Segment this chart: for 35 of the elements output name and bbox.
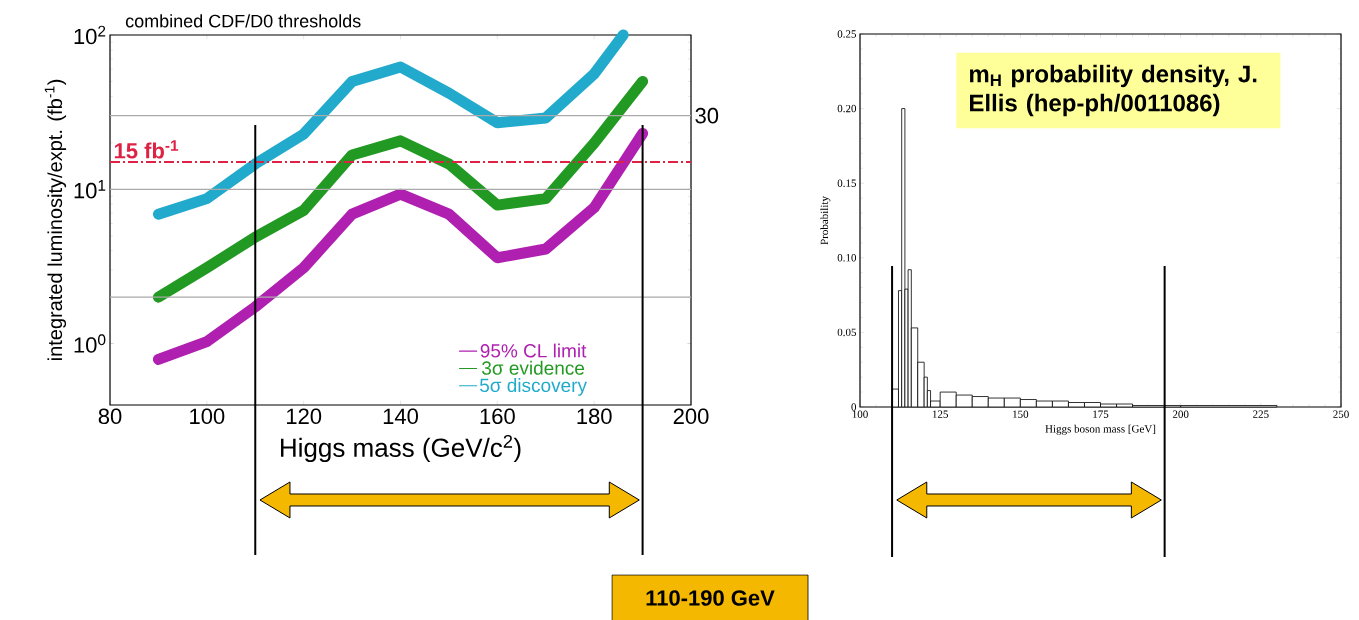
ref-line-label: 30	[695, 107, 719, 124]
x-tick-label: 175	[1093, 410, 1109, 418]
x-tick-label: 200	[1172, 410, 1189, 418]
legend-label: 5σ discovery	[479, 378, 587, 396]
x-tick-label: 125	[932, 410, 948, 418]
y-tick-label: 0.25	[837, 30, 857, 38]
x-tick-label: 225	[1253, 410, 1269, 418]
x-tick-label: 250	[1333, 410, 1349, 418]
chart-title: combined CDF/D0 thresholds	[125, 14, 361, 28]
y-tick-label: 0.05	[837, 328, 857, 337]
y-tick-label: 0.20	[837, 104, 857, 113]
y-tick-label: 10$^{0}$	[74, 334, 106, 353]
text: 110-190 GeV	[646, 590, 775, 606]
y-tick-label: 0.10	[837, 254, 857, 262]
x-tick-label: 100	[852, 410, 868, 418]
y-tick-label: 0	[851, 403, 857, 411]
y-axis-title: integrated luminosity/expt. (fb$^{-1}$)	[44, 79, 67, 360]
annotation: m$_{H}$ probability density, J. Ellis (hep-ph/0011086)	[969, 64, 1257, 117]
x-tick-label: 160	[480, 408, 515, 425]
x-axis-title: Higgs mass (GeV/c$^{2}$)	[281, 434, 521, 463]
ref-line-label: 15 fb$^{-1}$	[114, 140, 179, 159]
x-tick-label: 150	[1013, 410, 1029, 418]
x-tick-label: 140	[383, 408, 418, 425]
x-tick-label: 180	[577, 408, 612, 425]
legend-label: 95% CL limit	[480, 343, 587, 358]
x-tick-label: 120	[287, 408, 322, 425]
y-axis-title: Probability	[820, 196, 831, 245]
x-tick-label: 100	[190, 408, 225, 425]
legend-label: 3σ evidence	[482, 360, 585, 375]
x-tick-label: 200	[673, 408, 709, 425]
y-tick-label: 10$^{1}$	[74, 180, 106, 199]
x-tick-label: 80	[98, 408, 122, 425]
y-tick-label: 10$^{2}$	[74, 25, 106, 45]
y-tick-label: 0.15	[837, 179, 857, 187]
x-axis-title: Higgs boson mass [GeV]	[1045, 424, 1156, 435]
